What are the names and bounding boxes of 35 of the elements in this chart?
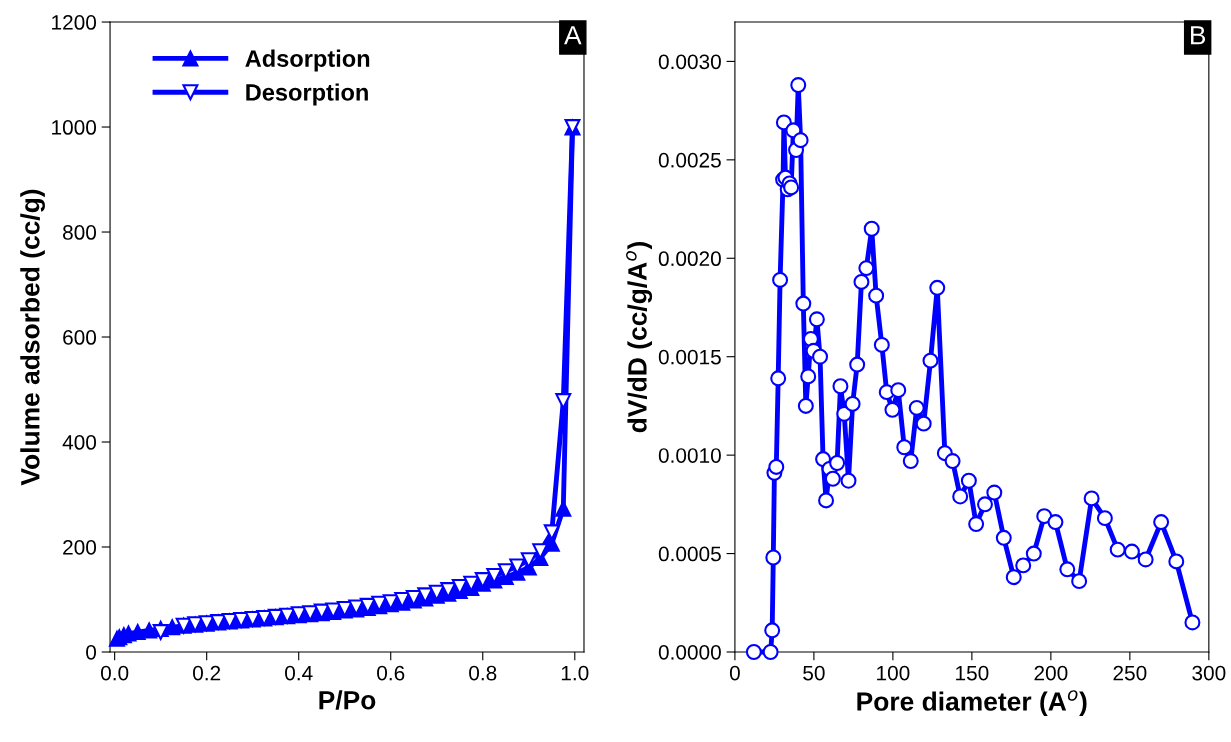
x-tick-label: 250	[1113, 665, 1147, 681]
x-tick-label: 1.0	[561, 665, 589, 681]
x-axis-title: Pore diameter (A$^{o}$)	[857, 690, 1087, 717]
x-tick-label: 100	[877, 665, 910, 681]
legend-label: Adsorption	[245, 49, 370, 72]
x-tick-label: 0.8	[469, 665, 497, 681]
y-tick-label: 0.0005	[658, 546, 721, 562]
x-tick-label: 0.0	[100, 665, 129, 681]
x-tick-label: 0.2	[193, 665, 221, 681]
x-axis-title: P/Po	[319, 690, 376, 710]
x-tick-label: 0.4	[285, 665, 313, 681]
y-tick-label: 0.0015	[658, 349, 721, 365]
y-tick-label: 800	[63, 225, 97, 240]
y-tick-label: 200	[63, 540, 97, 555]
y-tick-label: 0.0030	[658, 54, 721, 70]
y-tick-label: 400	[62, 435, 97, 450]
x-tick-label: 200	[1034, 665, 1068, 681]
y-tick-label: 0.0025	[658, 152, 721, 168]
y-tick-label: 600	[63, 330, 97, 345]
y-tick-label: 0	[86, 645, 97, 660]
y-tick-label: 1000	[52, 120, 97, 135]
x-tick-label: 150	[956, 665, 989, 681]
y-tick-label: 0.0020	[658, 251, 721, 267]
legend-label: Desorption	[246, 83, 368, 106]
x-tick-label: 50	[803, 665, 825, 681]
annotation: A	[564, 26, 582, 45]
x-tick-label: 0.6	[377, 665, 405, 681]
y-axis-title: dV/dD (cc/g/A$^{o}$)	[626, 242, 653, 433]
x-tick-label: 0	[729, 665, 740, 681]
y-tick-label: 1200	[52, 15, 97, 30]
x-tick-label: 300	[1192, 665, 1226, 681]
y-tick-label: 0.0010	[658, 448, 721, 463]
y-axis-title: Volume adsorbed (cc/g)	[20, 189, 45, 486]
y-tick-label: 0.0000	[658, 645, 721, 660]
annotation: B	[1191, 26, 1206, 45]
